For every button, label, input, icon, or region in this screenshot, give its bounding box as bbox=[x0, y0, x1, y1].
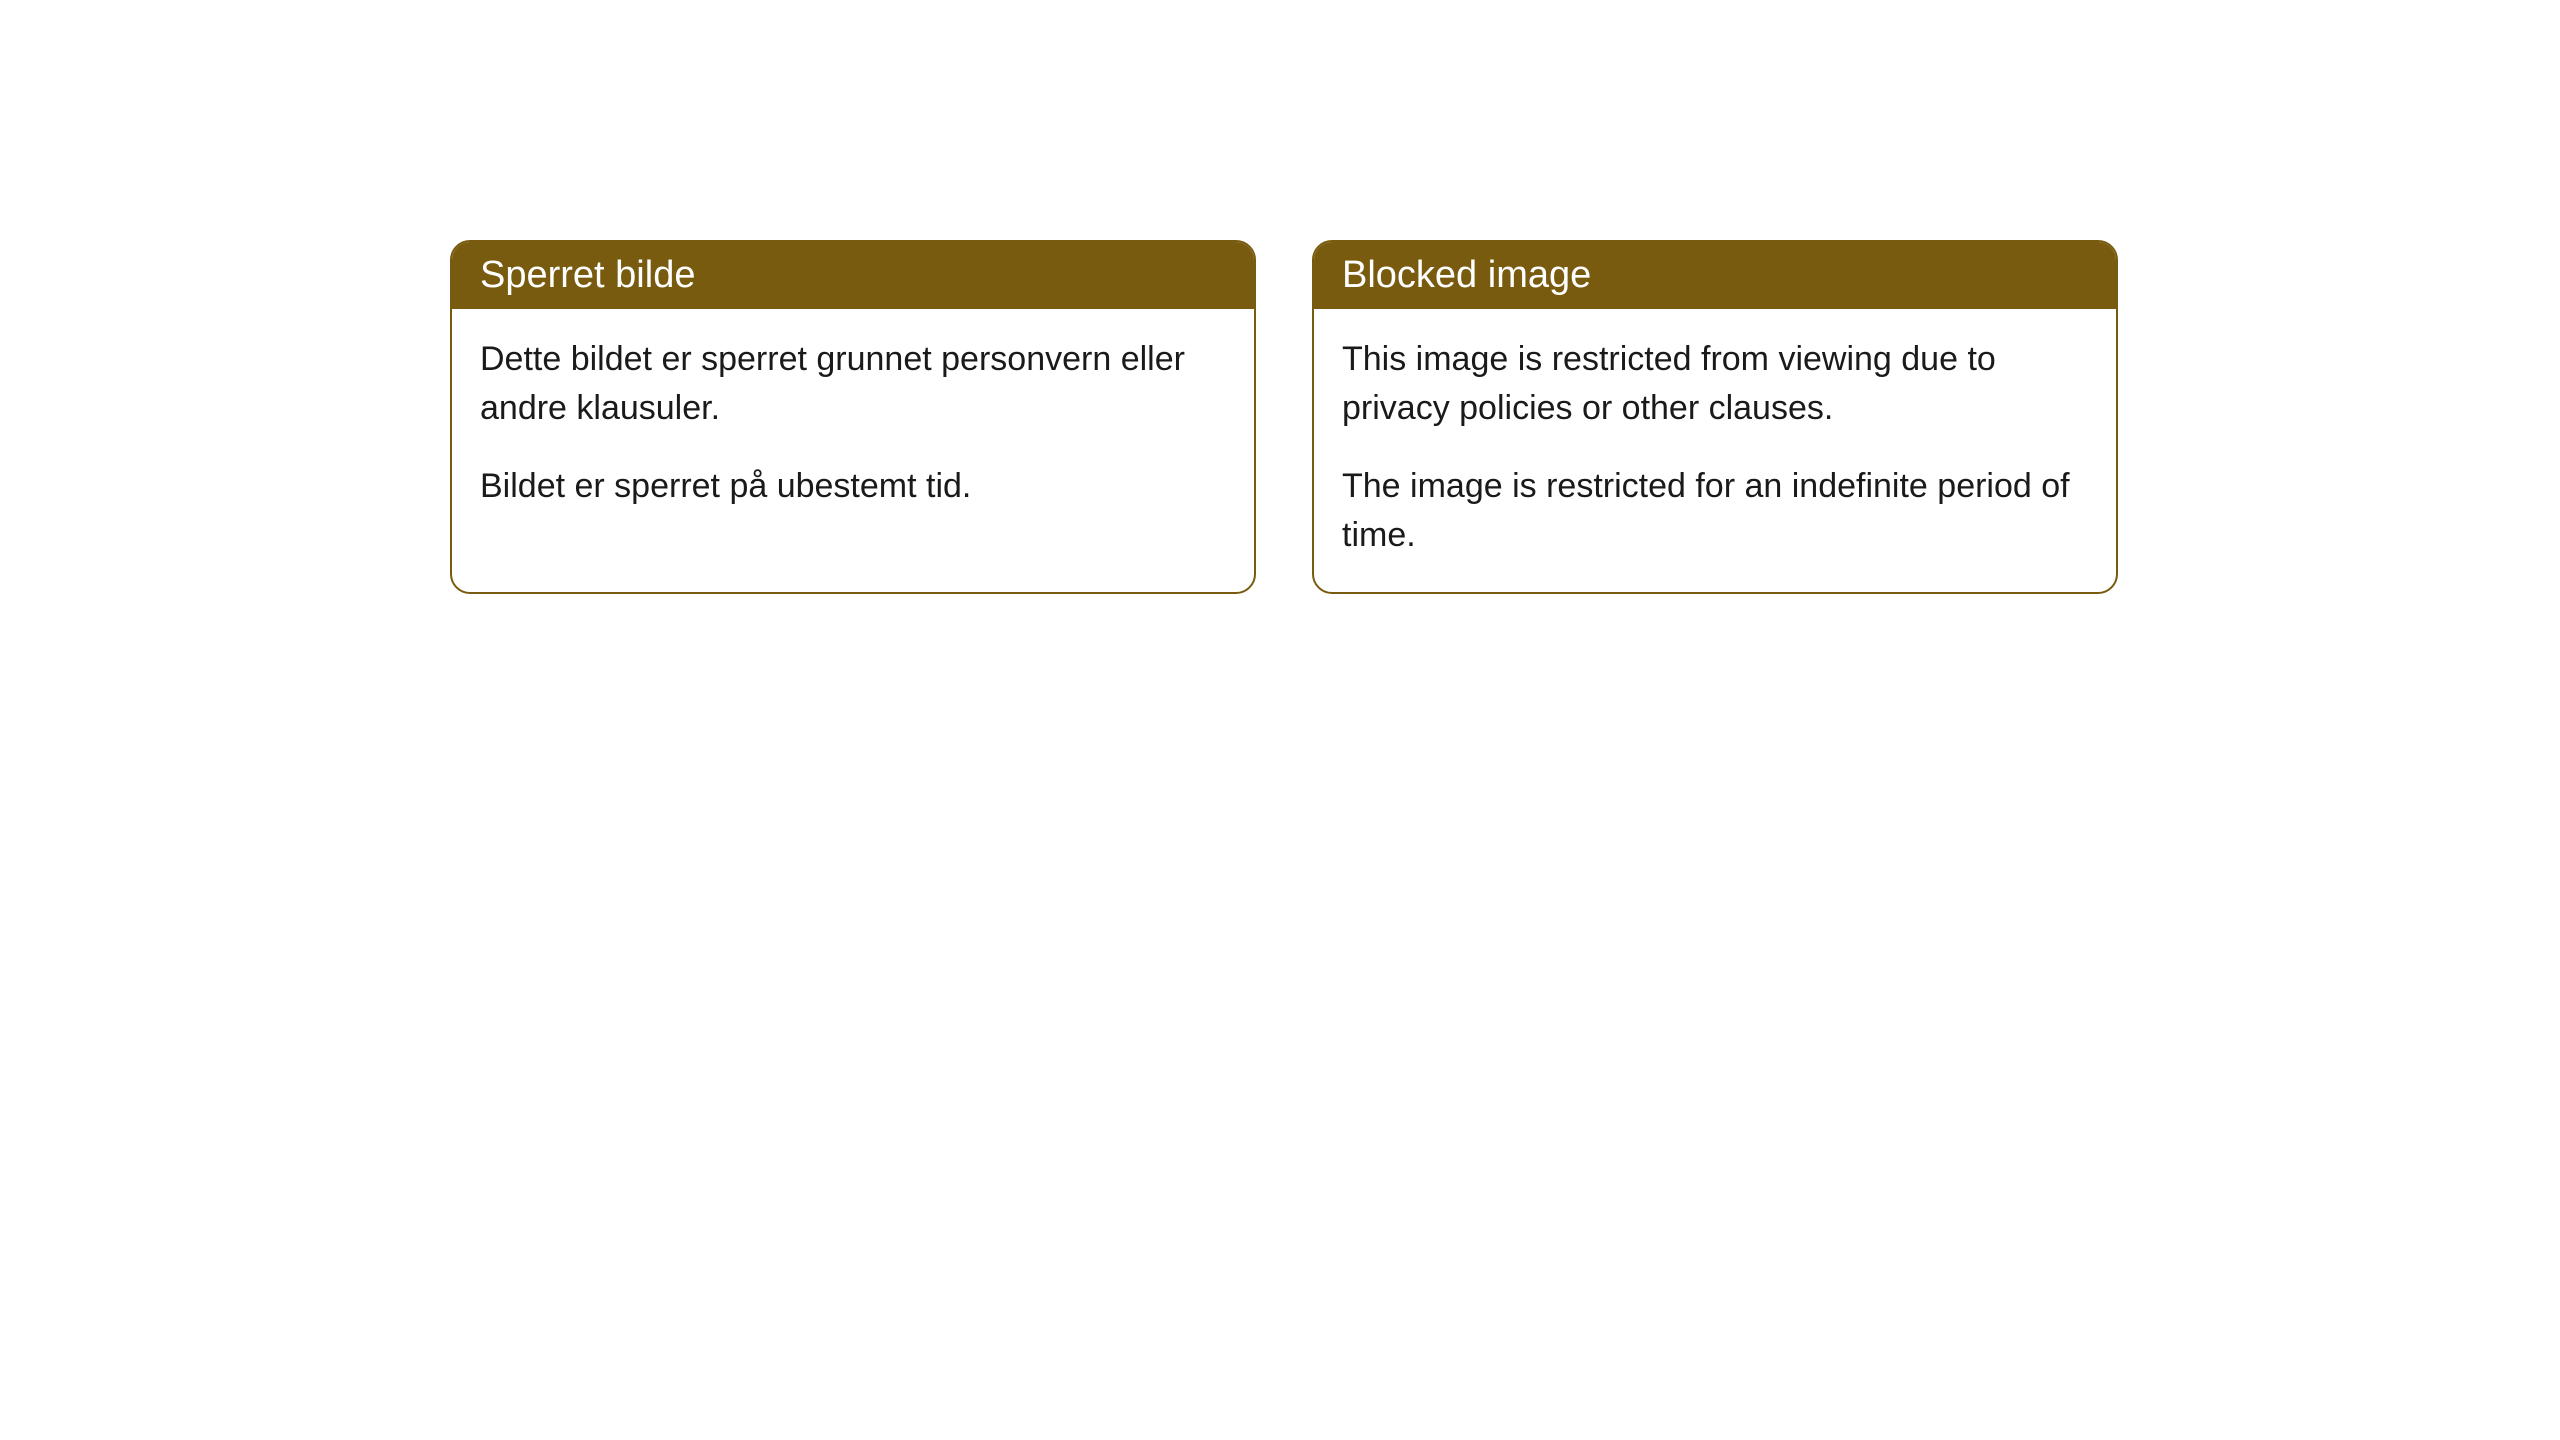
blocked-image-card-norwegian: Sperret bilde Dette bildet er sperret gr… bbox=[450, 240, 1256, 594]
blocked-image-card-english: Blocked image This image is restricted f… bbox=[1312, 240, 2118, 594]
card-body: This image is restricted from viewing du… bbox=[1314, 309, 2116, 592]
card-paragraph: The image is restricted for an indefinit… bbox=[1342, 462, 2088, 561]
card-title: Sperret bilde bbox=[480, 254, 695, 296]
card-header: Blocked image bbox=[1314, 242, 2116, 309]
card-paragraph: Bildet er sperret på ubestemt tid. bbox=[480, 462, 1226, 511]
card-header: Sperret bilde bbox=[452, 242, 1254, 309]
info-cards-container: Sperret bilde Dette bildet er sperret gr… bbox=[450, 240, 2118, 594]
card-paragraph: This image is restricted from viewing du… bbox=[1342, 335, 2088, 434]
card-body: Dette bildet er sperret grunnet personve… bbox=[452, 309, 1254, 543]
card-paragraph: Dette bildet er sperret grunnet personve… bbox=[480, 335, 1226, 434]
card-title: Blocked image bbox=[1342, 254, 1591, 296]
